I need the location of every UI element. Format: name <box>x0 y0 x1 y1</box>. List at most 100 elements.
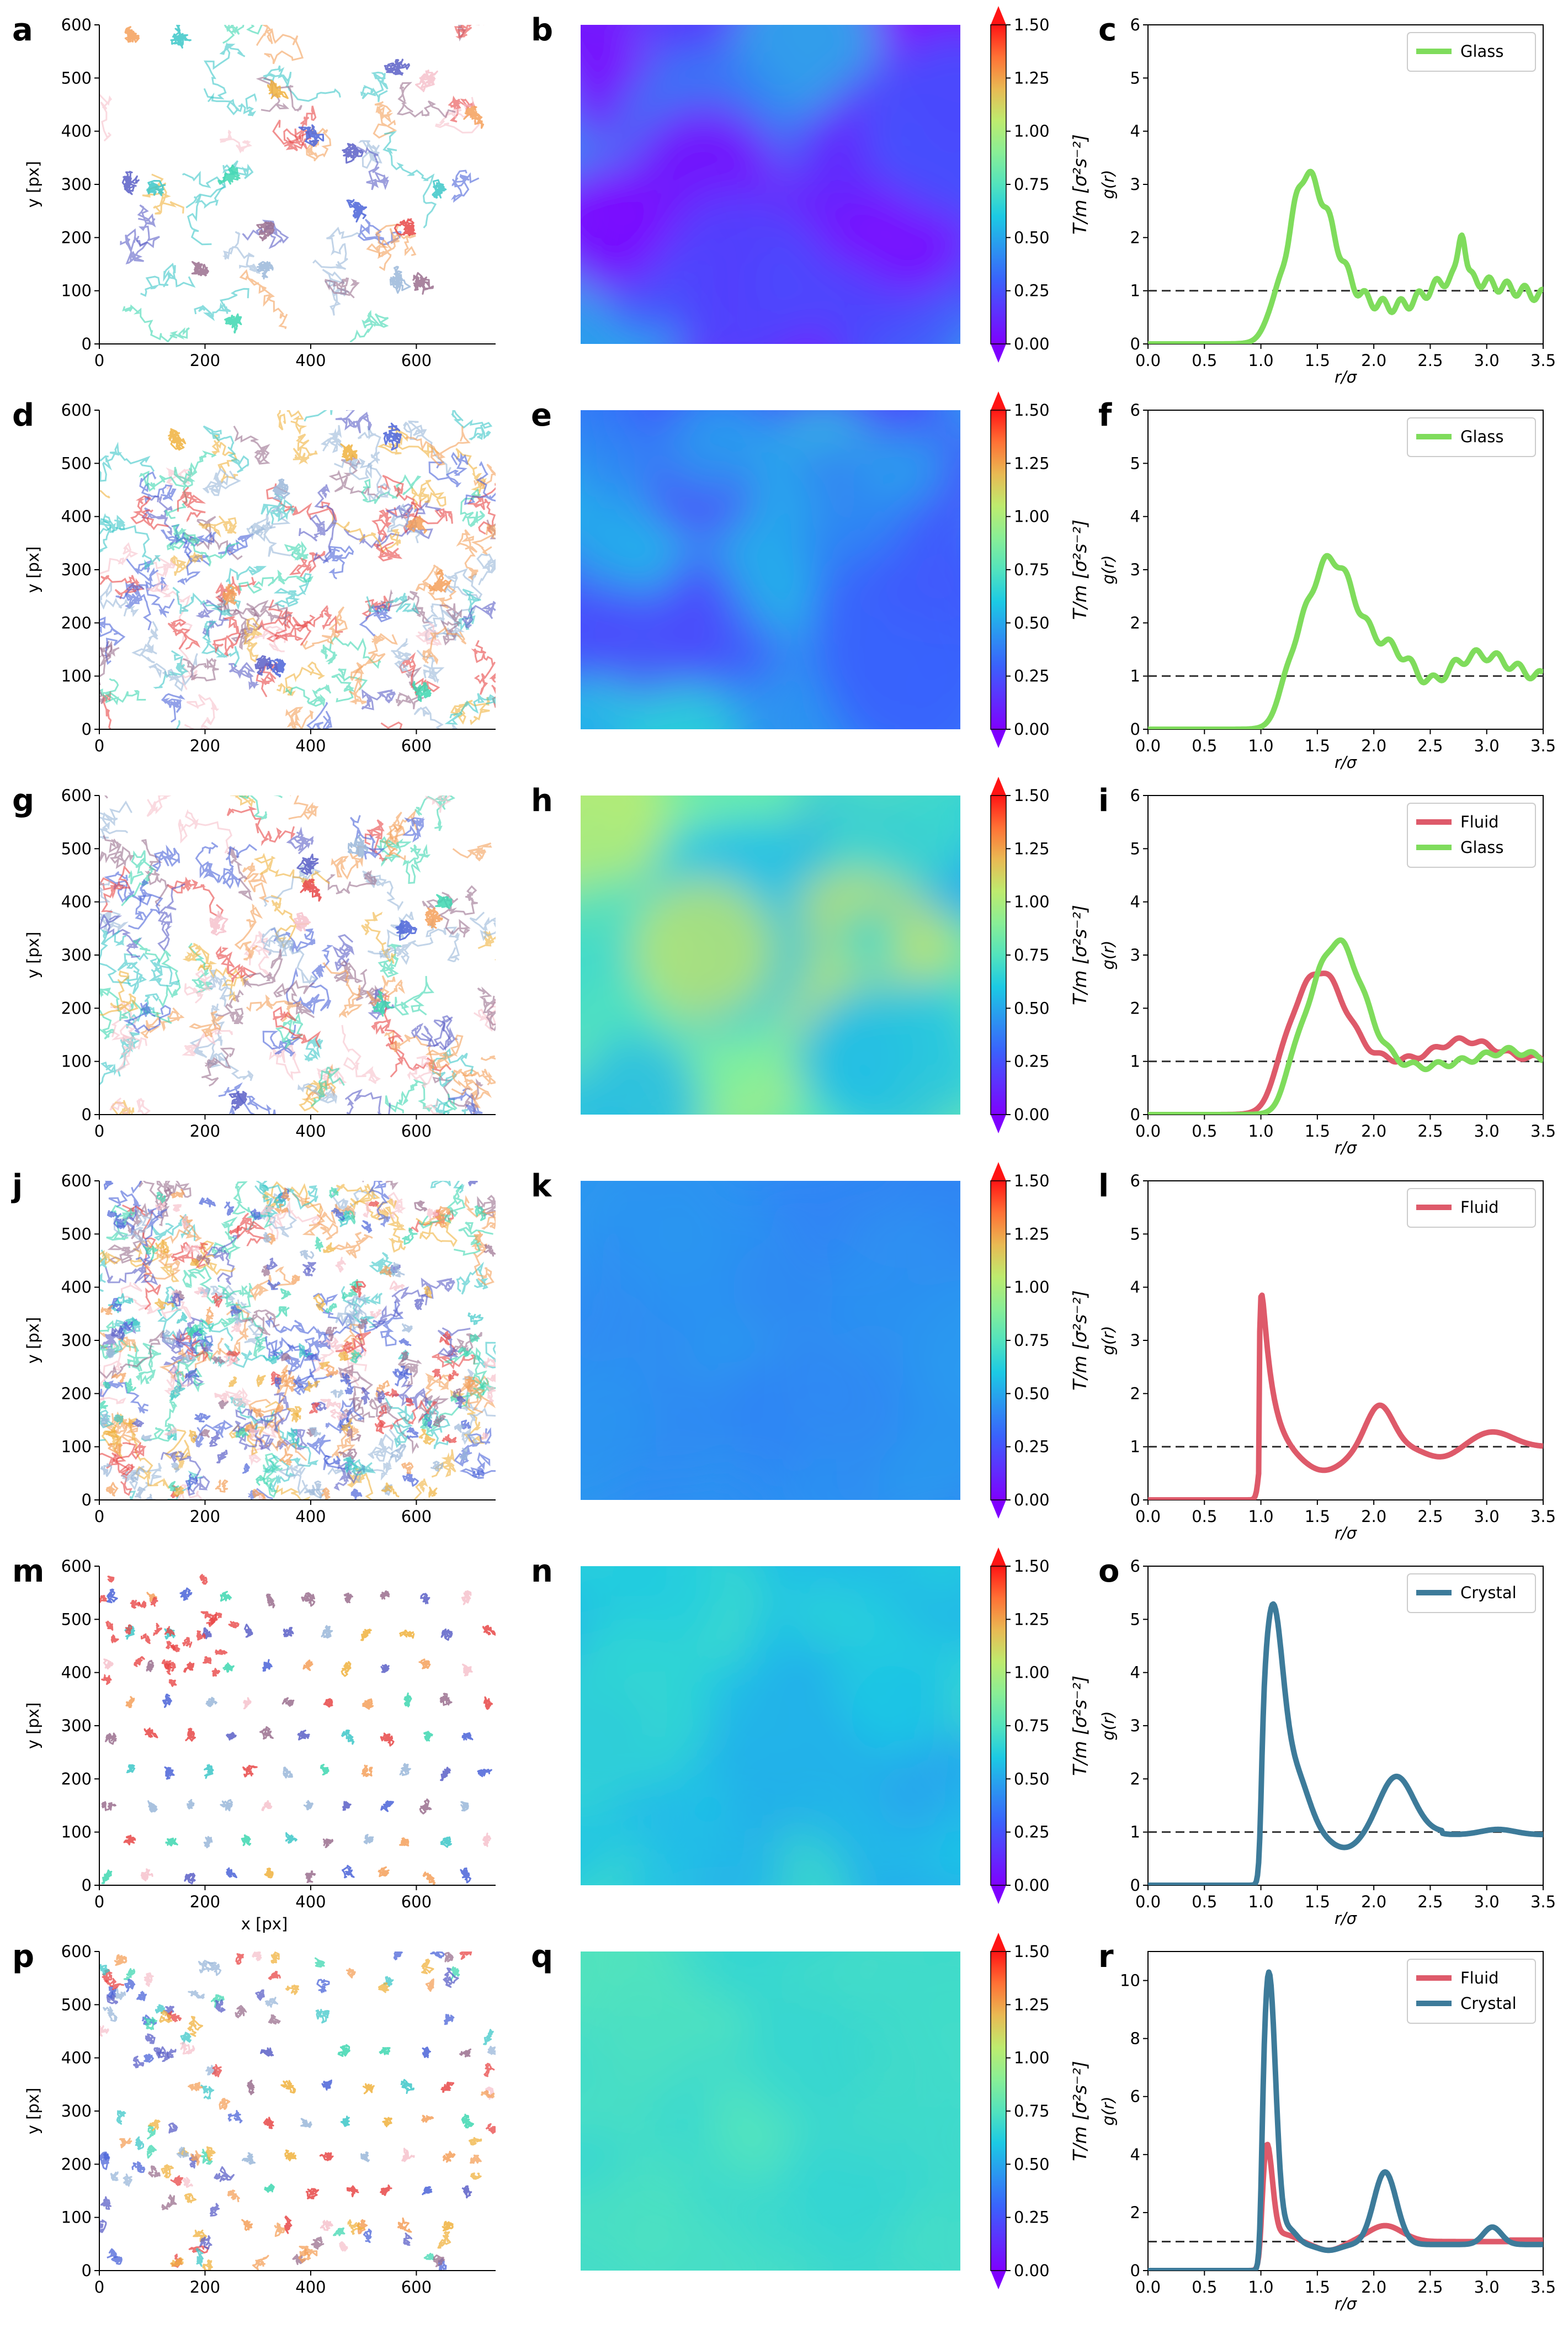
colorbar-max-arrow <box>991 1162 1006 1181</box>
trajectory-path <box>293 433 318 465</box>
trajectory-path <box>432 1369 442 1380</box>
gr-xtick-label: 3.0 <box>1474 1122 1500 1141</box>
gr-xtick-label: 3.0 <box>1474 736 1500 755</box>
gr-ytick-label: 2 <box>1130 613 1140 632</box>
trajectory-path <box>269 1041 301 1081</box>
trajectory-path <box>110 2171 119 2181</box>
trajectory-path <box>191 261 209 277</box>
trajectory-path <box>148 957 180 987</box>
trajectory-path <box>227 2110 243 2124</box>
trajectory-path <box>281 1353 291 1361</box>
trajectory-path <box>432 179 447 199</box>
gr-xlabel: r/σ <box>1335 1138 1358 1157</box>
trajectory-path <box>240 1309 280 1336</box>
trajectory-lines <box>99 410 496 729</box>
trajectory-path <box>196 1630 206 1641</box>
trajectory-path <box>106 1205 136 1241</box>
trajectory-path <box>412 681 432 702</box>
trajectory-path <box>383 1976 394 1987</box>
trajectory-path <box>107 1229 146 1264</box>
trajectory-path <box>454 1423 465 1433</box>
trajectory-path <box>185 1324 199 1339</box>
trajectory-path <box>349 1197 397 1221</box>
traj-xtick-label: 200 <box>190 1892 220 1911</box>
trajectory-path <box>166 2049 177 2059</box>
gr-xtick-label: 0.0 <box>1135 736 1161 755</box>
trajectory-path <box>164 1427 178 1436</box>
gr-panel-l: 0.0 0.5 1.0 1.5 2.0 2.5 3.0 3.5 0 1 2 3 4 5 6 r/σ g(r) Fl… <box>1098 1168 1556 1542</box>
traj-xtick-label: 600 <box>401 1507 432 1526</box>
gr-ytick-label: 6 <box>1130 401 1140 420</box>
heat-blob <box>879 1431 960 1500</box>
trajectory-path <box>430 1097 468 1115</box>
trajectory-path <box>111 2256 123 2265</box>
trajectory-path <box>323 1242 336 1253</box>
colorbar: 0.00 0.25 0.50 0.75 1.00 1.25 1.50 T/m [σ²s⁻²] <box>990 777 1091 1133</box>
trajectory-path <box>153 1622 162 1636</box>
trajectory-path <box>392 1379 429 1410</box>
trajectory-path <box>256 1181 318 1210</box>
trajectory-path <box>226 846 253 901</box>
gr-ytick-label: 3 <box>1130 946 1140 964</box>
trajectory-path <box>414 1200 427 1212</box>
trajectory-path <box>329 1409 347 1421</box>
trajectory-path <box>341 1661 352 1677</box>
trajectory-path <box>217 595 293 623</box>
trajectory-path <box>115 581 175 618</box>
gr-xlabel: r/σ <box>1335 753 1358 772</box>
gr-legend: Fluid Crystal <box>1407 1959 1536 2024</box>
colorbar-tick-label: 1.50 <box>1014 1171 1050 1190</box>
trajectory-path <box>228 1621 240 1629</box>
trajectory-path <box>105 1620 114 1631</box>
heat-blob <box>584 2167 697 2271</box>
trajectory-path <box>274 620 312 646</box>
trajectory-path <box>99 1595 107 1603</box>
trajectory-path <box>211 1356 225 1364</box>
trajectory-path <box>256 221 275 242</box>
trajectory-path <box>390 1262 405 1277</box>
traj-ytick-label: 600 <box>61 786 92 805</box>
trajectory-path <box>443 1968 459 1988</box>
trajectory-path <box>377 1399 438 1430</box>
gr-xtick-label: 2.0 <box>1361 1122 1386 1141</box>
trajectory-path <box>231 1322 242 1333</box>
traj-xtick-label: 200 <box>190 1507 220 1526</box>
trajectory-path <box>312 484 337 563</box>
trajectory-path <box>268 658 286 678</box>
trajectory-path <box>291 1274 300 1285</box>
trajectory-path <box>400 2078 414 2094</box>
trajectory-path <box>321 1625 333 1639</box>
gr-xlabel: r/σ <box>1335 368 1358 386</box>
trajectory-path <box>110 1441 147 1476</box>
trajectory-path <box>418 1658 431 1669</box>
trajectory-path <box>360 71 389 102</box>
trajectory-path <box>131 621 158 664</box>
trajectory-path <box>374 1420 386 1434</box>
trajectory-path <box>280 2080 296 2094</box>
trajectory-path <box>346 2185 359 2198</box>
trajectory-path <box>325 1399 365 1434</box>
trajectory-path <box>189 1003 225 1058</box>
trajectory-path <box>360 1387 370 1405</box>
trajectory-path <box>199 1197 216 1208</box>
trajectory-path <box>262 1024 301 1057</box>
trajectory-path <box>454 25 485 39</box>
trajectory-path <box>108 1443 123 1454</box>
trajectory-path <box>302 1261 316 1272</box>
trajectory-path <box>399 1629 415 1639</box>
trajectory-path <box>405 426 471 466</box>
colorbar-tick-label: 0.75 <box>1014 560 1050 579</box>
trajectory-path <box>342 1865 355 1879</box>
trajectory-path <box>274 1485 311 1500</box>
gr-legend: Glass <box>1407 417 1536 457</box>
trajectory-path <box>260 1205 275 1216</box>
trajectory-path <box>285 1832 297 1844</box>
trajectory-path <box>107 1576 115 1583</box>
trajectory-path <box>107 1210 122 1218</box>
heat-blob <box>631 681 743 729</box>
trajectory-path <box>204 1764 214 1779</box>
trajectory-path <box>215 1649 228 1655</box>
trajectory-path <box>190 2150 201 2166</box>
trajectory-path <box>285 683 332 708</box>
trajectory-path <box>100 1304 113 1316</box>
